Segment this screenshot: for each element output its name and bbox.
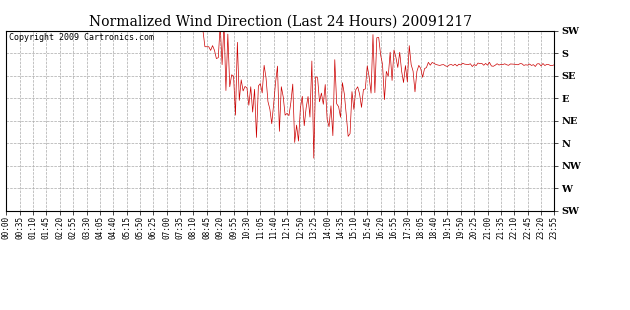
Text: Copyright 2009 Cartronics.com: Copyright 2009 Cartronics.com [9, 33, 154, 42]
Title: Normalized Wind Direction (Last 24 Hours) 20091217: Normalized Wind Direction (Last 24 Hours… [89, 15, 472, 29]
